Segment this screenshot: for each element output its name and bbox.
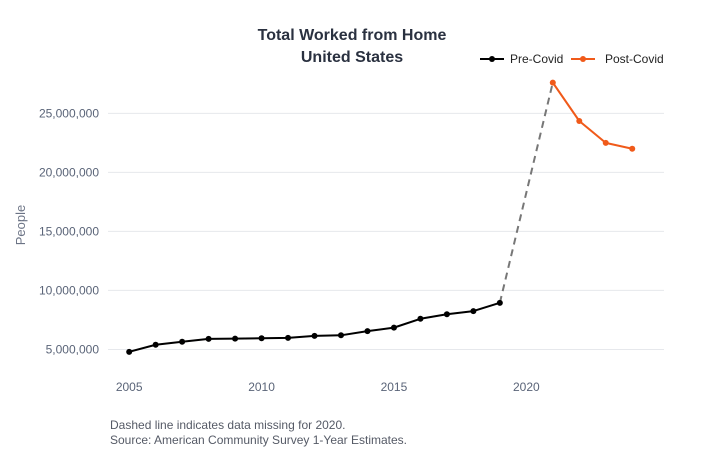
x-axis-tick-labels: 2005 2010 2015 2020 bbox=[116, 380, 540, 394]
y-axis-tick-labels: 5,000,000 10,000,000 15,000,000 20,000,000 2… bbox=[39, 106, 99, 356]
series-line-post-covid bbox=[551, 82, 633, 150]
y-tick-label: 20,000,000 bbox=[39, 165, 99, 179]
data-series bbox=[126, 79, 636, 355]
data-point-pre-covid bbox=[285, 334, 292, 341]
data-point-pre-covid bbox=[417, 315, 424, 322]
data-point-pre-covid bbox=[443, 311, 450, 318]
footnote-missing-data: Dashed line indicates data missing for 2… bbox=[110, 418, 346, 432]
y-tick-label: 5,000,000 bbox=[46, 342, 100, 356]
data-point-pre-covid bbox=[337, 332, 344, 339]
legend-item-post-covid[interactable]: Post-Covid bbox=[571, 52, 664, 66]
legend[interactable]: Pre-Covid Post-Covid bbox=[480, 52, 664, 66]
missing-data-gap bbox=[498, 82, 554, 304]
data-point-pre-covid bbox=[126, 348, 133, 355]
chart-title: Total Worked from Home United States bbox=[258, 27, 447, 66]
series-pre-covid bbox=[126, 299, 503, 355]
data-point-pre-covid bbox=[364, 328, 371, 335]
data-point-pre-covid bbox=[470, 308, 477, 315]
data-point-pre-covid bbox=[205, 335, 212, 342]
series-post-covid bbox=[549, 79, 636, 152]
x-tick-label: 2015 bbox=[381, 380, 408, 394]
series-line-pre-covid bbox=[128, 301, 501, 353]
data-point-post-covid bbox=[549, 79, 556, 86]
legend-item-pre-covid[interactable]: Pre-Covid bbox=[480, 52, 563, 66]
data-point-pre-covid bbox=[390, 324, 397, 331]
x-tick-label: 2010 bbox=[248, 380, 275, 394]
gap-dashed-line bbox=[498, 82, 554, 304]
legend-marker-pre-covid bbox=[489, 56, 495, 62]
chart-title-line-1: Total Worked from Home bbox=[258, 27, 447, 44]
chart-title-line-2: United States bbox=[301, 49, 403, 66]
x-tick-label: 2020 bbox=[513, 380, 540, 394]
data-point-pre-covid bbox=[179, 338, 186, 345]
legend-label-post-covid: Post-Covid bbox=[605, 52, 664, 66]
y-tick-label: 10,000,000 bbox=[39, 283, 99, 297]
data-point-post-covid bbox=[629, 145, 636, 152]
line-chart: Total Worked from Home United States 5,00… bbox=[13, 27, 664, 394]
data-point-pre-covid bbox=[496, 299, 503, 306]
data-point-pre-covid bbox=[232, 335, 239, 342]
legend-label-pre-covid: Pre-Covid bbox=[510, 52, 563, 66]
y-axis-title: People bbox=[13, 205, 28, 245]
gridlines bbox=[108, 112, 664, 350]
y-tick-label: 25,000,000 bbox=[39, 106, 99, 120]
data-point-pre-covid bbox=[311, 332, 318, 339]
y-axis-label: People bbox=[13, 205, 28, 245]
data-point-pre-covid bbox=[152, 341, 159, 348]
data-point-post-covid bbox=[602, 139, 609, 146]
x-tick-label: 2005 bbox=[116, 380, 143, 394]
data-point-pre-covid bbox=[258, 335, 265, 342]
data-point-post-covid bbox=[576, 118, 583, 124]
y-tick-label: 15,000,000 bbox=[39, 224, 99, 238]
legend-marker-post-covid bbox=[580, 56, 586, 62]
footnote-source: Source: American Community Survey 1-Year… bbox=[110, 433, 408, 447]
